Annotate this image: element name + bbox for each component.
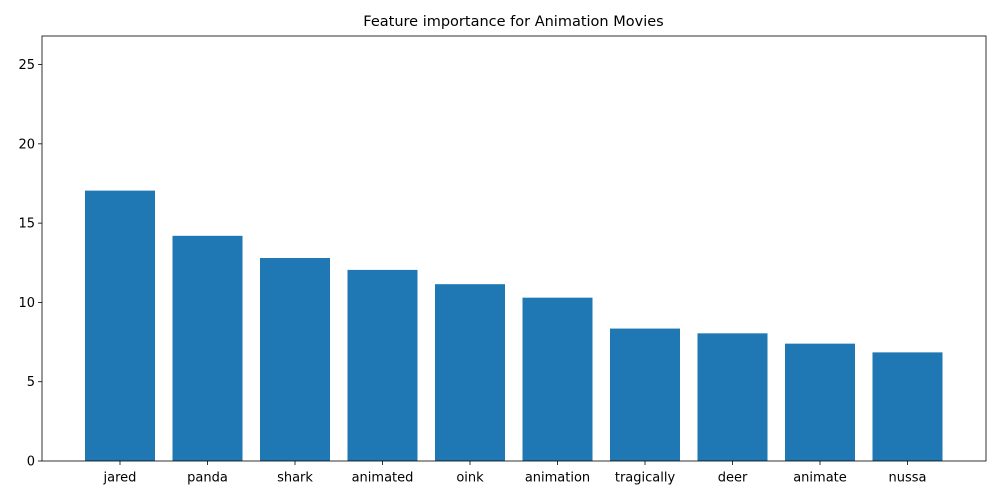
y-tick-label: 20 (18, 137, 35, 152)
plot-area-frame (41, 35, 987, 462)
x-tick-label: oink (456, 471, 484, 486)
bar-tragically (610, 328, 680, 461)
x-tick-label: animation (525, 471, 590, 486)
bar-animation (522, 297, 593, 461)
bar-animated (347, 269, 418, 461)
x-tick-label: panda (187, 471, 228, 486)
x-tick-label: animate (793, 471, 847, 486)
x-tick-label: animated (352, 471, 414, 486)
x-tick-label: deer (718, 471, 748, 486)
y-tick-label: 5 (27, 375, 35, 390)
y-tick-label: 25 (18, 58, 35, 73)
x-axis: jared panda shark animated oink animation trag… (103, 461, 927, 486)
y-tick-label: 15 (18, 217, 35, 232)
bar-panda (172, 235, 243, 461)
y-tick-label: 0 (27, 455, 35, 470)
x-tick-label: shark (277, 471, 313, 486)
bar-animate (785, 343, 855, 461)
bar-oink (435, 284, 505, 461)
bar-nussa (872, 352, 943, 461)
bar-jared (85, 190, 155, 461)
x-tick-label: jared (103, 471, 137, 486)
y-axis: 0 5 10 15 20 25 (18, 58, 42, 470)
y-tick-label: 10 (18, 296, 35, 311)
bar-series (85, 190, 943, 461)
x-tick-label: tragically (615, 471, 676, 486)
chart-title: Feature importance for Animation Movies (363, 14, 663, 30)
bar-deer (697, 333, 768, 461)
bar-shark (260, 258, 330, 461)
x-tick-label: nussa (889, 471, 927, 486)
